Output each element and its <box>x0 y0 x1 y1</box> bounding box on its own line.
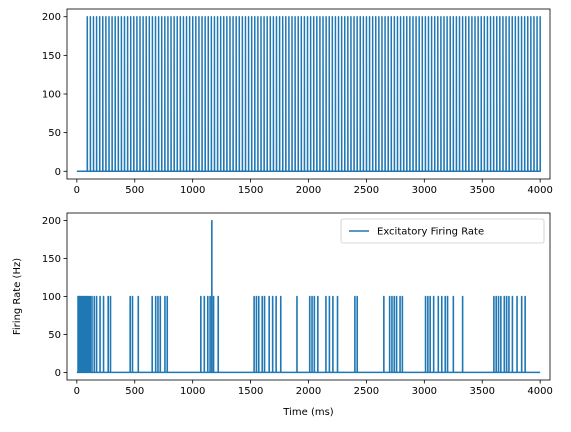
y-tick-label: 200 <box>42 12 61 23</box>
x-tick-label: 3000 <box>412 185 437 196</box>
bottom-subplot: 0 500 1000 1500 2000 2500 3000 3500 4000 0 50 100 1… <box>12 212 553 418</box>
y-tick-label: 100 <box>42 90 61 101</box>
top-subplot: 0 500 1000 1500 2000 2500 3000 3500 4000 0 50 100 1… <box>42 8 553 196</box>
x-tick-label: 3500 <box>470 386 495 397</box>
x-tick-label: 3500 <box>470 185 495 196</box>
legend: Excitatory Firing Rate <box>340 218 545 244</box>
y-tick-label: 150 <box>42 51 61 62</box>
y-tick-label: 100 <box>42 292 61 303</box>
x-tick-label: 4000 <box>527 185 552 196</box>
y-tick-label: 50 <box>48 330 61 341</box>
bottom-x-ticks: 0 500 1000 1500 2000 2500 3000 3500 4000 <box>74 380 553 397</box>
x-tick-label: 500 <box>125 185 144 196</box>
x-tick-label: 0 <box>74 386 80 397</box>
y-tick-label: 50 <box>48 128 61 139</box>
x-tick-label: 1000 <box>180 386 205 397</box>
bottom-y-ticks: 0 50 100 150 200 <box>42 216 67 379</box>
x-tick-label: 2000 <box>296 185 321 196</box>
x-tick-label: 2000 <box>296 386 321 397</box>
x-tick-label: 500 <box>125 386 144 397</box>
x-tick-label: 2500 <box>354 185 379 196</box>
y-tick-label: 0 <box>55 368 61 379</box>
x-tick-label: 4000 <box>527 386 552 397</box>
y-axis-label: Firing Rate (Hz) <box>12 258 23 335</box>
top-x-ticks: 0 500 1000 1500 2000 2500 3000 3500 4000 <box>74 179 553 196</box>
x-tick-label: 1000 <box>180 185 205 196</box>
top-spike-trace <box>76 15 542 173</box>
excitatory-firing-rate-trace <box>76 219 541 374</box>
x-tick-label: 1500 <box>238 386 263 397</box>
y-tick-label: 0 <box>55 167 61 178</box>
x-tick-label: 1500 <box>238 185 263 196</box>
top-y-ticks: 0 50 100 150 200 <box>42 12 67 178</box>
legend-label: Excitatory Firing Rate <box>377 227 484 238</box>
y-tick-label: 150 <box>42 254 61 265</box>
y-tick-label: 200 <box>42 216 61 227</box>
x-tick-label: 0 <box>74 185 80 196</box>
x-axis-label: Time (ms) <box>282 407 334 418</box>
x-tick-label: 2500 <box>354 386 379 397</box>
legend-box <box>340 218 545 244</box>
x-tick-label: 3000 <box>412 386 437 397</box>
